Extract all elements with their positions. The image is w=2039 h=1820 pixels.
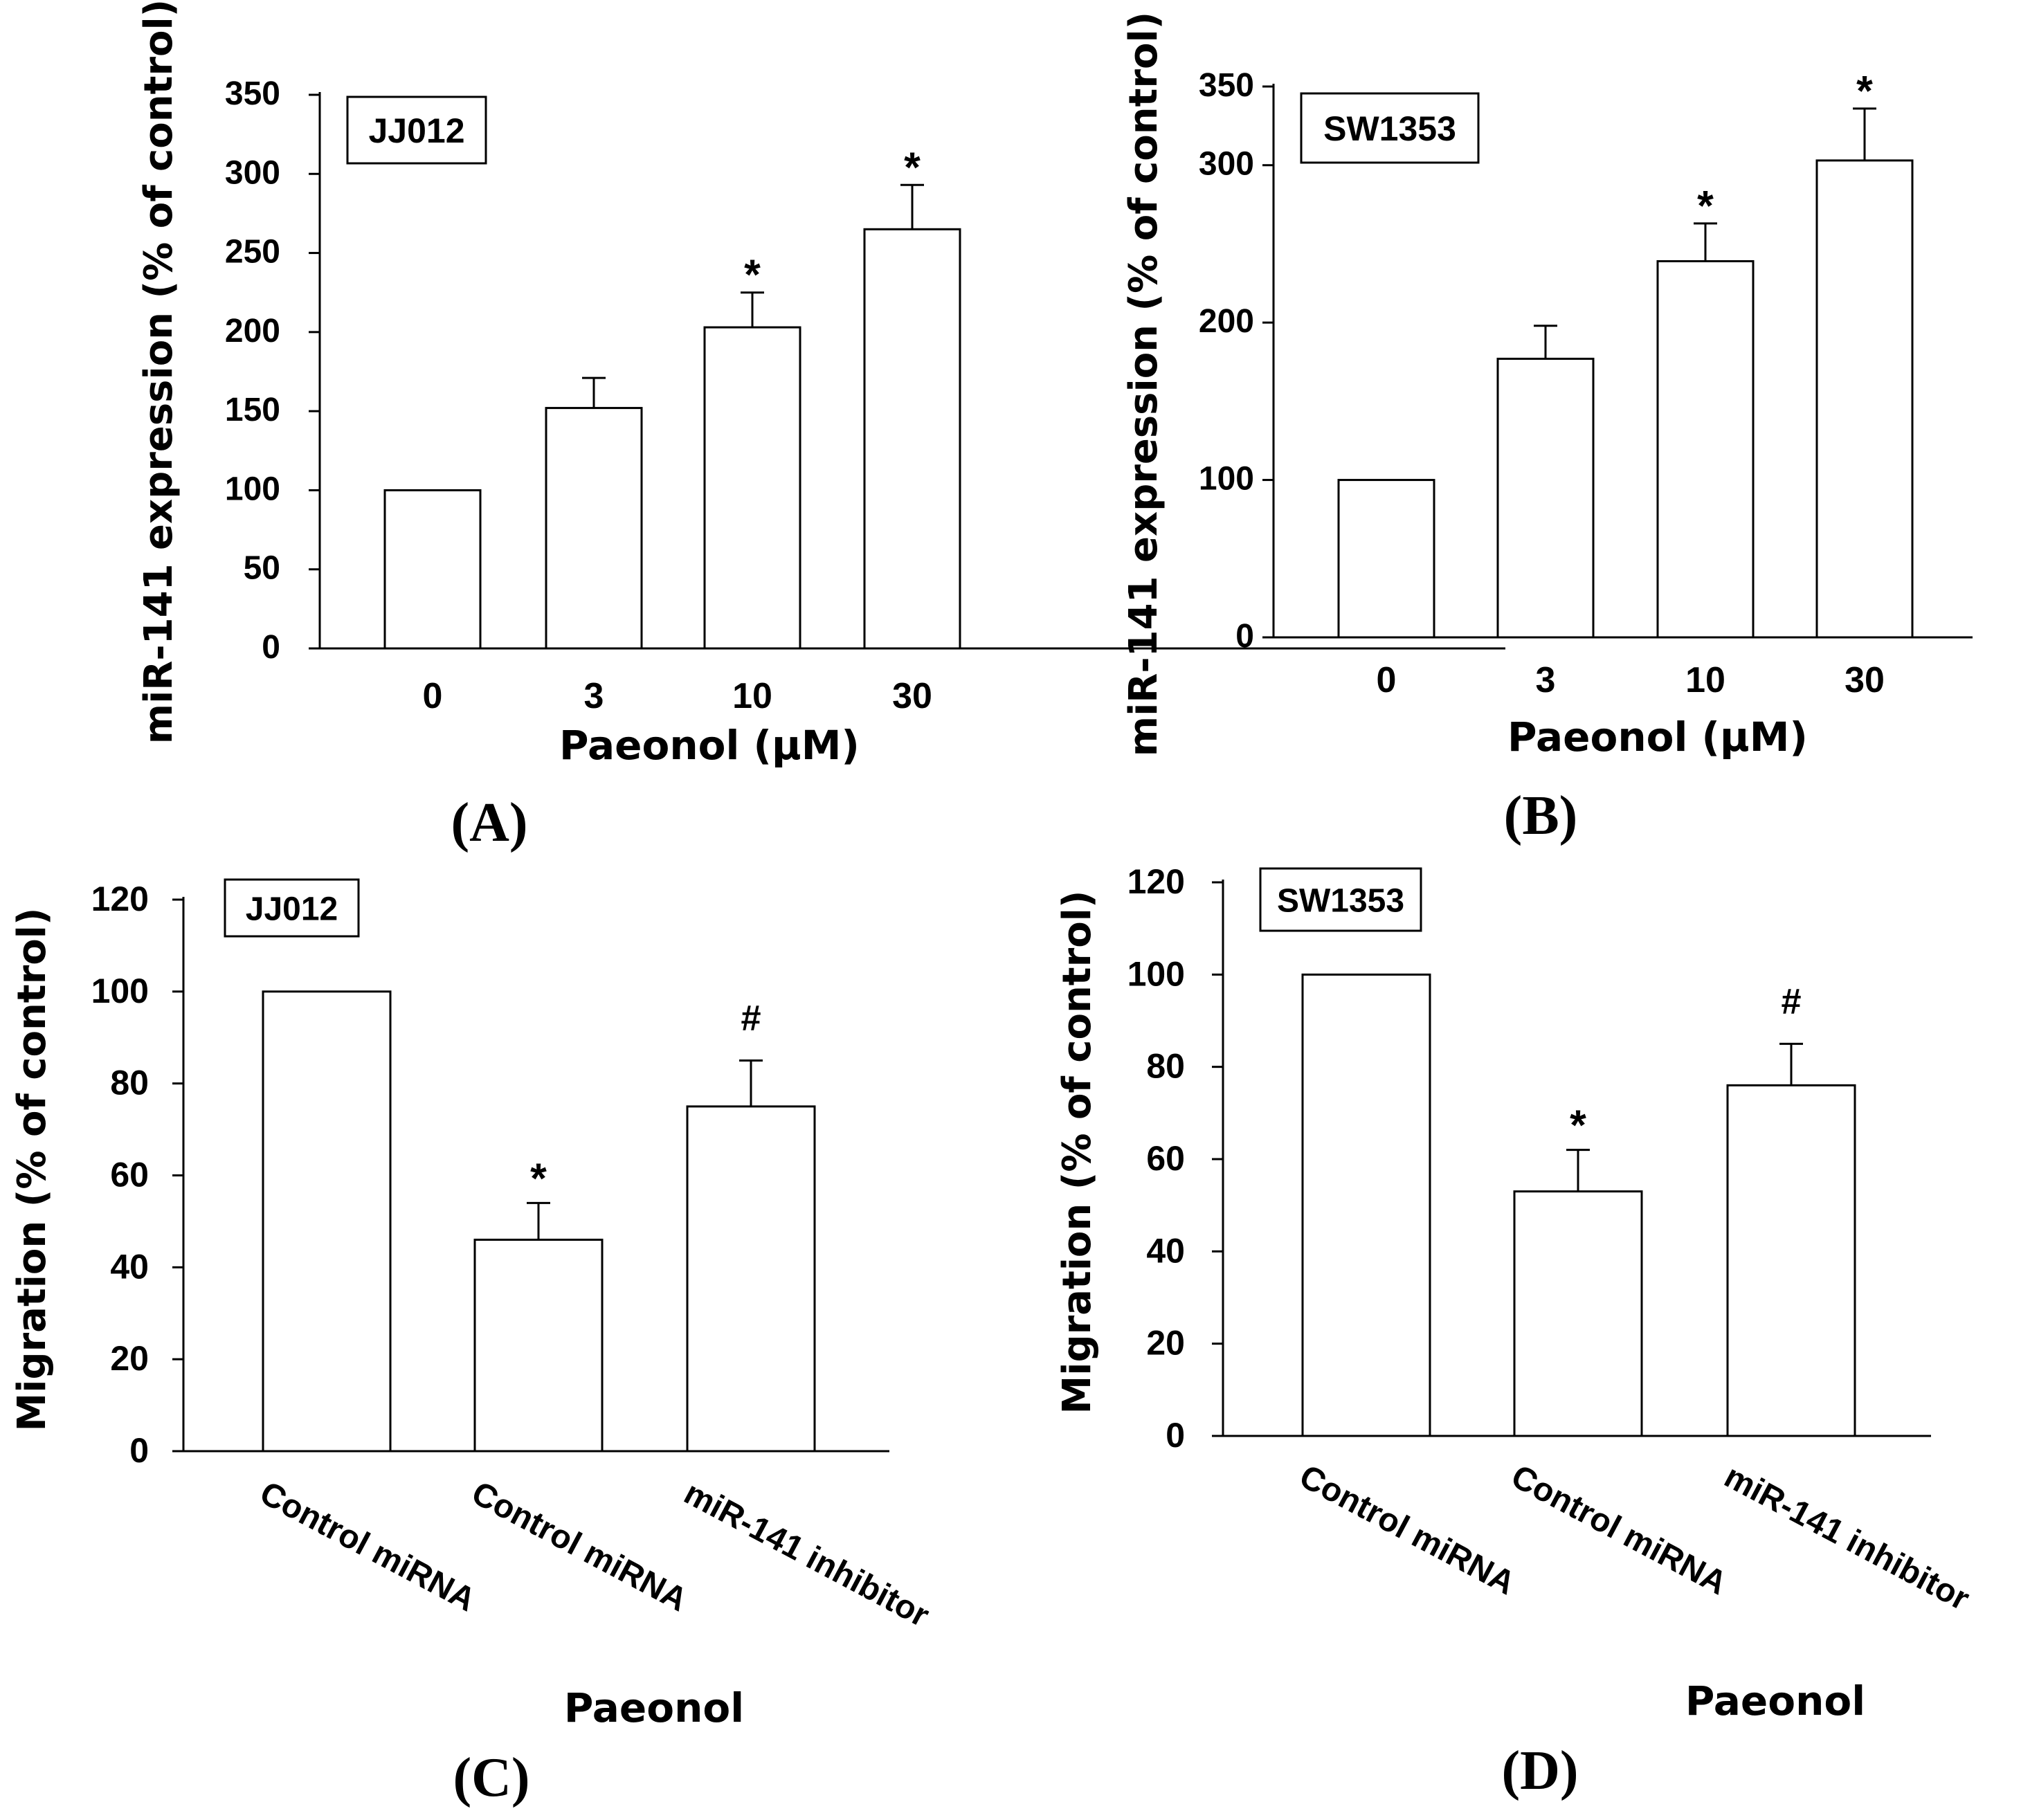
panel-letter: (C) [453, 1747, 529, 1808]
cell-line-label: JJ012 [246, 891, 338, 927]
y-tick-label: 100 [1127, 954, 1185, 993]
panel-d: 0 20 40 60 80 100 120 Control miRNA * Control miR… [1055, 862, 1975, 1801]
y-tick-label: 100 [91, 972, 149, 1010]
panel-letter: (D) [1501, 1740, 1578, 1801]
significance-asterisk: * [1570, 1102, 1586, 1149]
y-tick-label: 20 [110, 1339, 149, 1378]
x-category-label: Control miRNA [1505, 1458, 1733, 1602]
y-tick-label: 0 [129, 1431, 149, 1470]
y-tick-label: 60 [110, 1156, 149, 1194]
x-category-label: 10 [732, 676, 772, 716]
bar [262, 990, 392, 1453]
x-category-label: 0 [1377, 660, 1397, 700]
y-tick-label: 50 [244, 550, 280, 587]
y-tick-label: 60 [1146, 1139, 1185, 1178]
y-tick-label: 80 [1146, 1047, 1185, 1086]
y-tick-label: 200 [1199, 303, 1254, 340]
x-category-label: miR-141 inhibitor [1719, 1458, 1975, 1618]
y-tick-label: 200 [225, 313, 280, 349]
panel-a: 0 50 100 150 200 250 300 350 0 3 * 10 * 30 Paeonol (μM… [136, 0, 1505, 853]
significance-asterisk: * [1856, 67, 1873, 114]
bar [1337, 479, 1435, 639]
cell-line-box [346, 95, 487, 165]
x-category-label: 30 [1845, 660, 1885, 700]
y-tick-label: 300 [225, 154, 280, 191]
significance-hash: # [1781, 981, 1801, 1021]
significance-asterisk: * [530, 1154, 547, 1201]
y-axis-title: miR-141 expression (% of control) [136, 0, 181, 744]
y-tick-label: 0 [1235, 618, 1254, 655]
y-tick-label: 100 [1199, 461, 1254, 498]
y-tick-label: 80 [110, 1064, 149, 1102]
panel-letter: (B) [1504, 785, 1578, 846]
panel-b: 0 100 200 300 350 0 3 * 10 * 30 Paeonol (μM) miR-141… [1121, 12, 1973, 846]
cell-line-label: JJ012 [368, 111, 464, 150]
panel-c: 0 20 40 60 80 100 120 Control miRNA * Control miR… [10, 878, 935, 1808]
x-axis-title: Paeonol [1685, 1677, 1865, 1725]
x-category-label: miR-141 inhibitor [678, 1475, 935, 1635]
x-category-label: Control miRNA [466, 1475, 694, 1619]
bar [686, 1105, 816, 1453]
y-tick-label: 300 [1199, 146, 1254, 183]
x-category-label: Control miRNA [1294, 1458, 1521, 1602]
bar [1726, 1084, 1856, 1437]
significance-asterisk: * [744, 251, 761, 298]
bar [1496, 357, 1595, 639]
bar [1513, 1190, 1643, 1437]
y-tick-label: 350 [1199, 67, 1254, 104]
cell-line-label: SW1353 [1277, 882, 1404, 919]
bar [1656, 260, 1755, 639]
cell-line-box [224, 878, 360, 938]
y-tick-label: 350 [225, 75, 280, 112]
x-axis-title: Paeonol (μM) [1507, 713, 1808, 761]
x-axis-title: Paeonol [564, 1684, 744, 1731]
y-tick-label: 20 [1146, 1324, 1185, 1363]
x-category-label: 0 [423, 676, 443, 716]
y-tick-label: 40 [1146, 1231, 1185, 1270]
y-tick-label: 150 [225, 392, 280, 428]
bar [1301, 973, 1431, 1437]
y-axis-title: Migration (% of control) [10, 908, 55, 1432]
bar [863, 228, 961, 650]
cell-line-box [1259, 867, 1422, 932]
cell-line-box [1300, 92, 1480, 164]
x-category-label: 3 [1536, 660, 1556, 700]
x-category-label: 30 [892, 676, 932, 716]
cell-line-label: SW1353 [1323, 109, 1456, 148]
y-tick-label: 40 [110, 1247, 149, 1286]
y-tick-label: 250 [225, 234, 280, 271]
y-tick-label: 100 [225, 471, 280, 507]
y-tick-label: 0 [1166, 1416, 1185, 1455]
y-tick-label: 120 [91, 880, 149, 918]
y-axis-title: Migration (% of control) [1055, 891, 1100, 1414]
y-tick-label: 120 [1127, 862, 1185, 901]
significance-hash: # [741, 998, 761, 1038]
x-category-label: Control miRNA [254, 1475, 482, 1619]
panel-letter: (A) [451, 792, 527, 853]
y-tick-label: 0 [262, 629, 280, 666]
bar [703, 326, 801, 650]
bar [473, 1238, 604, 1453]
significance-asterisk: * [1697, 182, 1714, 229]
bar [383, 489, 482, 650]
bar [545, 407, 643, 650]
x-category-label: 3 [584, 676, 604, 716]
x-category-label: 10 [1685, 660, 1725, 700]
significance-asterisk: * [904, 143, 921, 190]
bar [1815, 159, 1914, 639]
y-axis-title: miR-141 expression (% of control) [1121, 12, 1166, 757]
x-axis-title: Paeonol (μM) [559, 722, 860, 769]
